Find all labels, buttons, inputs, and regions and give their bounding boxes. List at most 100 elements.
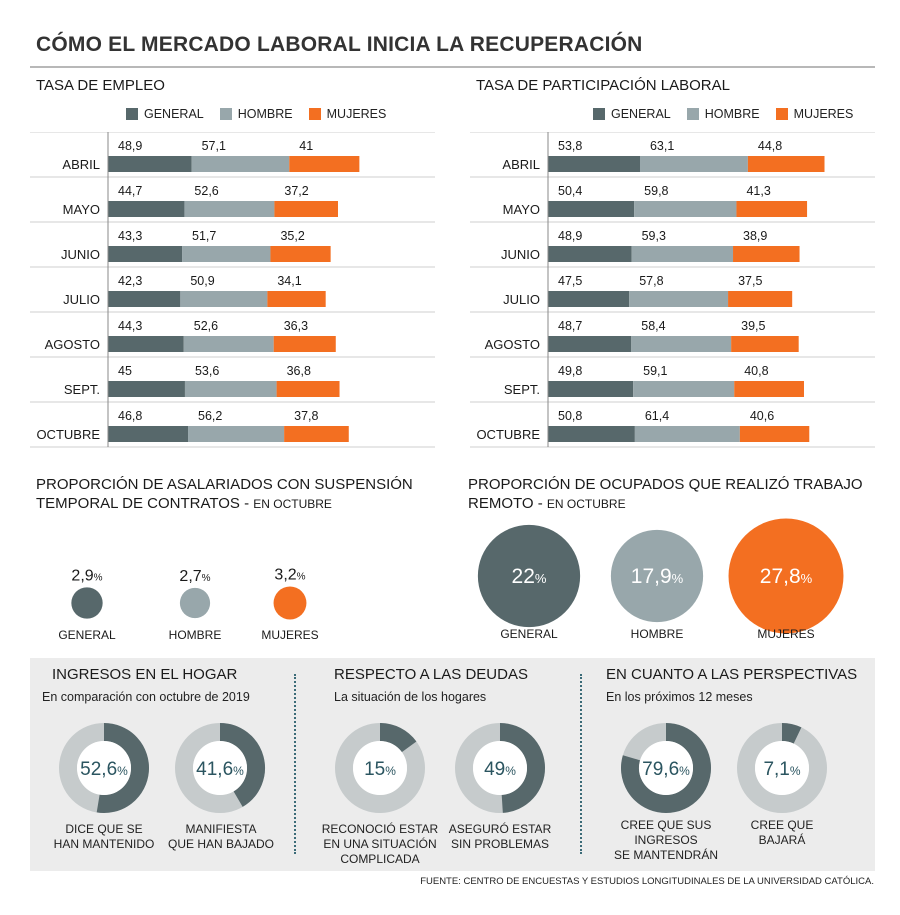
- bubble-value-label: 2,7%: [179, 568, 210, 585]
- bubble-category-label: HOMBRE: [169, 628, 222, 642]
- unit-label: %: [801, 571, 813, 586]
- category-label: OCTUBRE: [476, 427, 540, 442]
- data-label: 59,1: [643, 364, 667, 378]
- donut-hole: [353, 741, 407, 795]
- legend-mujeres: MUJERES: [775, 107, 853, 121]
- panel-divider: [294, 674, 296, 854]
- data-label: 36,3: [284, 319, 308, 333]
- page-title: CÓMO EL MERCADO LABORAL INICIA LA RECUPE…: [36, 33, 643, 56]
- data-label: 50,4: [558, 184, 582, 198]
- bar-segment-general: [108, 156, 192, 172]
- data-label: 50,9: [190, 274, 214, 288]
- data-label: 44,8: [758, 139, 782, 153]
- legend-general-label: GENERAL: [611, 107, 671, 121]
- data-label: 41: [299, 139, 313, 153]
- donut-charts: 52,6% 41,6% 15% 49% 79,6% 7,1%: [59, 723, 827, 813]
- category-label: AGOSTO: [485, 337, 540, 352]
- data-label: 43,3: [118, 229, 142, 243]
- donut-value-label: 7,1%: [763, 759, 800, 780]
- unit-label: %: [202, 573, 211, 584]
- bubble-value-label: 27,8%: [760, 565, 813, 588]
- bubble-hombre: [610, 529, 704, 623]
- donut-segment: [219, 723, 265, 807]
- donut-segment: [96, 723, 149, 813]
- data-label: 56,2: [198, 409, 222, 423]
- bar-segment-general: [108, 246, 183, 262]
- suspension-bubble-chart: 2,9% GENERAL 2,7% HOMBRE 3,2% MUJERES: [58, 567, 318, 642]
- bar-segment-mujeres: [736, 201, 808, 217]
- bar-segment-general: [548, 291, 630, 307]
- legend-hombre-label: HOMBRE: [704, 107, 760, 121]
- category-label: MAYO: [503, 202, 540, 217]
- bar-segment-general: [548, 336, 632, 352]
- donut-hole: [77, 741, 131, 795]
- data-label: 59,3: [642, 229, 666, 243]
- bar-segment-hombre: [631, 336, 732, 352]
- data-label: 53,6: [195, 364, 219, 378]
- data-label: 57,8: [639, 274, 663, 288]
- data-label: 47,5: [558, 274, 582, 288]
- data-label: 51,7: [192, 229, 216, 243]
- data-label: 48,9: [118, 139, 142, 153]
- bar-segment-general: [548, 201, 635, 217]
- bar-segment-mujeres: [731, 336, 799, 352]
- bar-segment-hombre: [633, 381, 735, 397]
- bar-segment-general: [548, 381, 634, 397]
- unit-label: %: [679, 764, 690, 778]
- data-label: 40,6: [750, 409, 774, 423]
- data-label: 61,4: [645, 409, 669, 423]
- data-label: 42,3: [118, 274, 142, 288]
- legend-general: GENERAL: [593, 107, 671, 121]
- data-label: 57,1: [202, 139, 226, 153]
- unit-label: %: [385, 764, 396, 778]
- bar-segment-hombre: [634, 201, 737, 217]
- bubble-mujeres: [273, 586, 307, 620]
- suspension-title: PROPORCIÓN DE ASALARIADOS CON SUSPENSIÓN…: [36, 475, 413, 514]
- bar-segment-hombre: [639, 156, 748, 172]
- bubble-value-label: 2,9%: [71, 567, 102, 584]
- data-label: 59,8: [644, 184, 668, 198]
- donut-caption: RECONOCIÓ ESTAR EN UNA SITUACIÓN COMPLIC…: [321, 822, 439, 866]
- bubble-value-label: 17,9%: [631, 565, 684, 588]
- category-label: JUNIO: [501, 247, 540, 262]
- bar-segment-mujeres: [728, 291, 793, 307]
- remote-bubble-chart: 22% GENERAL 17,9% HOMBRE 27,8% MUJERES: [477, 518, 844, 641]
- data-label: 52,6: [194, 319, 218, 333]
- legend-mujeres-label: MUJERES: [326, 107, 387, 121]
- bar-segment-general: [108, 291, 181, 307]
- source-note: FUENTE: CENTRO DE ENCUESTAS Y ESTUDIOS L…: [420, 876, 874, 887]
- bar-segment-mujeres: [739, 426, 810, 442]
- donut-hole: [473, 741, 527, 795]
- category-label: SEPT.: [504, 382, 540, 397]
- data-label: 52,6: [194, 184, 218, 198]
- donut-value-label: 49%: [484, 759, 516, 780]
- outlook-subtitle: En los próximos 12 meses: [606, 690, 753, 704]
- unit-label: %: [94, 572, 103, 583]
- bubble-value-label: 3,2%: [274, 567, 305, 584]
- bar-segment-hombre: [631, 246, 734, 262]
- category-label: ABRIL: [62, 157, 100, 172]
- unit-label: %: [297, 572, 306, 583]
- data-label: 44,3: [118, 319, 142, 333]
- data-label: 34,1: [277, 274, 301, 288]
- data-label: 35,2: [280, 229, 304, 243]
- income-title: INGRESOS EN EL HOGAR: [52, 666, 238, 683]
- donut-caption: MANIFIESTA QUE HAN BAJADO: [167, 822, 275, 851]
- remote-title-line2: REMOTO -: [468, 495, 543, 512]
- bar-segment-general: [108, 201, 185, 217]
- legend-swatch-mujeres: [308, 108, 321, 120]
- data-label: 49,8: [558, 364, 582, 378]
- data-label: 41,3: [746, 184, 770, 198]
- bar-segment-hombre: [184, 381, 277, 397]
- bar-segment-mujeres: [733, 246, 800, 262]
- data-label: 50,8: [558, 409, 582, 423]
- participation-bar-chart: ABRIL 53,8 63,1 44,8 MAYO 50,4 59,8 41,3 JUNIO 48…: [470, 132, 875, 448]
- title-rule: [30, 66, 875, 68]
- bar-segment-mujeres: [276, 381, 340, 397]
- data-label: 37,2: [284, 184, 308, 198]
- donut-caption: CREE QUE BAJARÁ: [750, 818, 814, 847]
- employment-legend: GENERAL HOMBRE MUJERES: [126, 107, 402, 121]
- income-subtitle: En comparación con octubre de 2019: [42, 690, 250, 704]
- donut-hole: [755, 741, 809, 795]
- donut-segment: [379, 723, 417, 753]
